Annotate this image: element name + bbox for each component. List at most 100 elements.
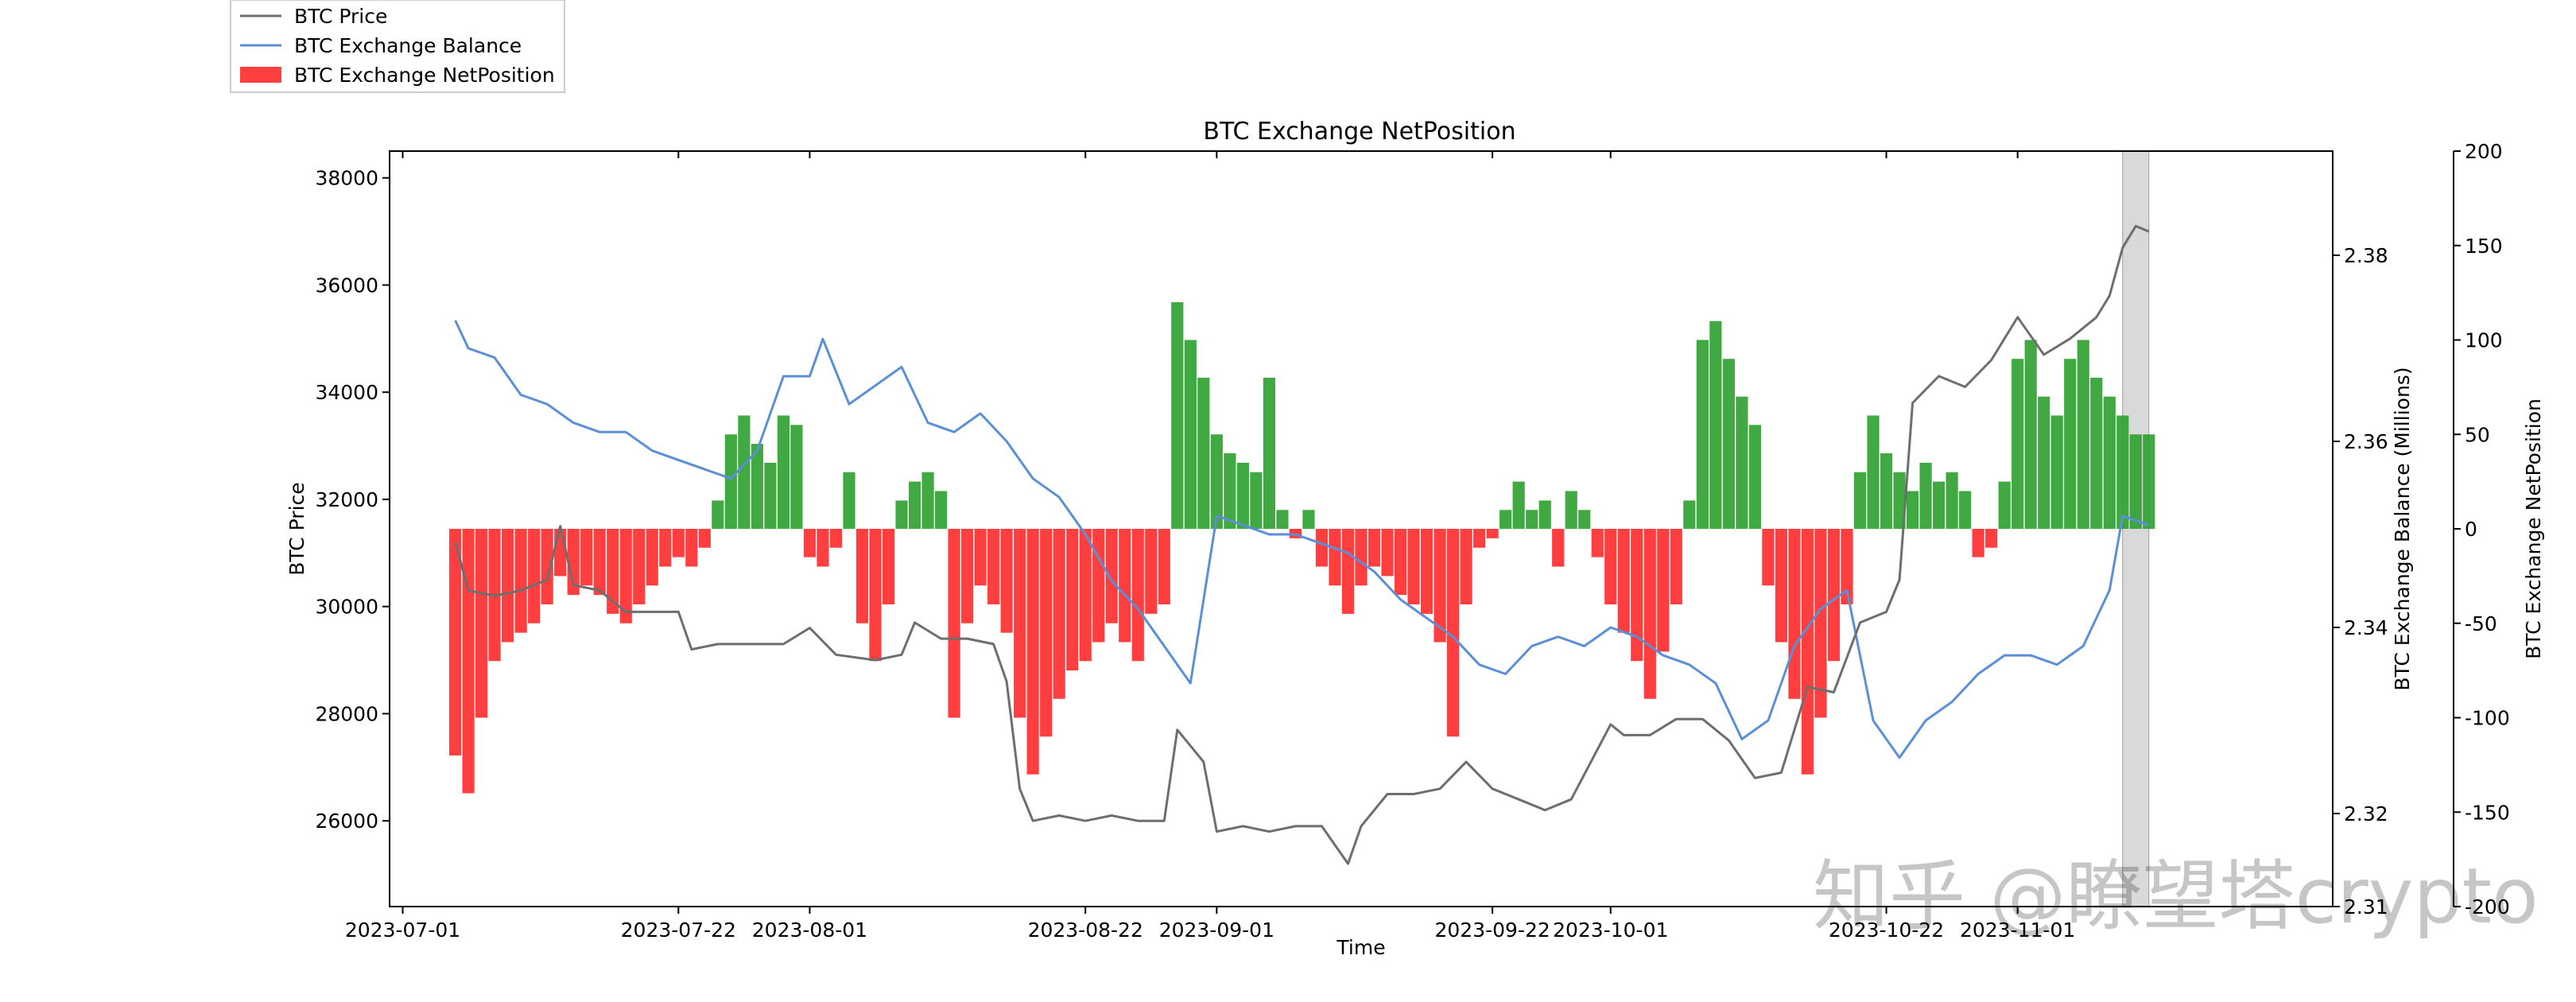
netposition-bar [2024, 340, 2037, 529]
x-tick-label: 2023-10-22 [1829, 918, 1944, 942]
netposition-bar [1841, 529, 1853, 604]
netposition-bar [777, 415, 790, 529]
netposition-bar [1394, 529, 1407, 596]
y-left-tick-label: 32000 [315, 488, 378, 511]
netposition-bar [1696, 340, 1709, 529]
x-axis-ticks: 2023-07-01 2023-07-22 2023-08-01 2023-08-22… [345, 151, 2075, 942]
netposition-bar [712, 500, 724, 529]
netposition-bar [659, 529, 672, 567]
netposition-bar [646, 529, 658, 586]
netposition-bar [895, 500, 908, 529]
netposition-bar [1420, 529, 1433, 614]
netposition-bar [1197, 378, 1210, 529]
netposition-bar [1105, 529, 1118, 623]
y-left-tick-label: 30000 [315, 596, 378, 619]
series-lines [454, 224, 2150, 865]
y-right2-tick-label: 150 [2465, 235, 2503, 258]
netposition-bar [724, 434, 737, 529]
y-right1-tick-label: 2.32 [2344, 802, 2388, 825]
netposition-bar [1814, 529, 1827, 718]
netposition-bar [1000, 529, 1013, 633]
netposition-bar [2050, 415, 2063, 529]
netposition-bar [1631, 529, 1643, 662]
watermark-text: 知乎 @瞭望塔crypto [1813, 852, 2539, 941]
netposition-bar [1250, 472, 1263, 529]
netposition-bar [1972, 529, 1984, 557]
netposition-bar [882, 529, 895, 604]
netposition-bar [1014, 529, 1026, 718]
netposition-bar [1460, 529, 1472, 604]
netposition-bar [1079, 529, 1092, 662]
netposition-bar [738, 415, 751, 529]
netposition-bar [1906, 491, 1919, 529]
netposition-bar [1381, 529, 1394, 577]
netposition-bar [448, 529, 462, 755]
netposition-bar [960, 529, 974, 623]
netposition-bar [1788, 529, 1801, 699]
y-right1-tick-label: 2.36 [2344, 430, 2388, 453]
netposition-bar [633, 529, 646, 604]
netposition-bar [1131, 529, 1144, 662]
netposition-bar [1512, 481, 1525, 529]
netposition-bar [1066, 529, 1079, 671]
x-tick-label: 2023-11-01 [1960, 918, 2075, 942]
netposition-bar [2077, 340, 2089, 529]
netposition-bar [1591, 529, 1604, 557]
netposition-bar [1184, 340, 1197, 529]
netposition-bar [1446, 529, 1460, 737]
x-tick-label: 2023-08-22 [1028, 918, 1143, 942]
netposition-bar [1578, 510, 1591, 529]
netposition-bar [1617, 529, 1630, 633]
legend-frame [230, 0, 565, 93]
netposition-bar [1853, 472, 1867, 529]
netposition-bar [2038, 396, 2050, 529]
netposition-bar [1893, 472, 1906, 529]
netposition-bar [1775, 529, 1788, 643]
y-left-tick-label: 28000 [315, 702, 378, 725]
y-right2-tick-label: 50 [2465, 423, 2490, 446]
y-right2-axis-ticks: -200 -150 -100 -50 0 50 100 150 200 [2454, 140, 2510, 918]
netposition-bar [1526, 510, 1538, 529]
netposition-bar [1722, 359, 1735, 529]
netposition-bar [817, 529, 829, 567]
netposition-bar [1486, 529, 1499, 538]
netposition-bar [1315, 529, 1329, 567]
netposition-bar [1736, 396, 1748, 529]
legend: BTC Price BTC Exchange Balance BTC Excha… [230, 0, 565, 93]
netposition-bar [1171, 302, 1184, 529]
legend-label-btc-exchange-netposition: BTC Exchange NetPosition [294, 64, 555, 87]
netposition-bar [1341, 529, 1355, 614]
netposition-bar [1565, 491, 1577, 529]
netposition-bar [1407, 529, 1420, 604]
netposition-bar [685, 529, 698, 567]
netposition-bar [1263, 378, 1276, 529]
netposition-bar [1801, 529, 1814, 775]
netposition-bar [698, 529, 711, 548]
netposition-bar [567, 529, 580, 596]
netposition-bar [1473, 529, 1486, 548]
netposition-bar [1499, 510, 1512, 529]
x-tick-label: 2023-10-01 [1553, 918, 1668, 942]
y-right1-axis-ticks: 2.31 2.32 2.34 2.36 2.38 [2333, 244, 2388, 918]
netposition-bar [1919, 462, 1932, 529]
netposition-bar [593, 529, 606, 596]
x-tick-label: 2023-09-22 [1434, 918, 1550, 942]
netposition-bar [1959, 491, 1972, 529]
netposition-bar [987, 529, 1000, 604]
y-left-axis-ticks: 26000 28000 30000 32000 34000 36000 38000 [315, 167, 390, 833]
netposition-bar [1053, 529, 1065, 699]
netposition-bar [1224, 453, 1236, 529]
netposition-bar [1604, 529, 1617, 604]
y-left-tick-label: 34000 [315, 381, 378, 404]
netposition-bar [1932, 481, 1946, 529]
chart-title: BTC Exchange NetPosition [1203, 118, 1515, 146]
y-left-tick-label: 26000 [315, 810, 378, 833]
x-tick-label: 2023-07-22 [621, 918, 736, 942]
y-right1-tick-label: 2.31 [2344, 895, 2388, 918]
x-axis-label: Time [1336, 936, 1385, 959]
netposition-bar [1276, 510, 1289, 529]
netposition-bar [2143, 434, 2155, 529]
y-left-axis-label: BTC Price [285, 482, 308, 575]
netposition-bar [541, 529, 553, 604]
